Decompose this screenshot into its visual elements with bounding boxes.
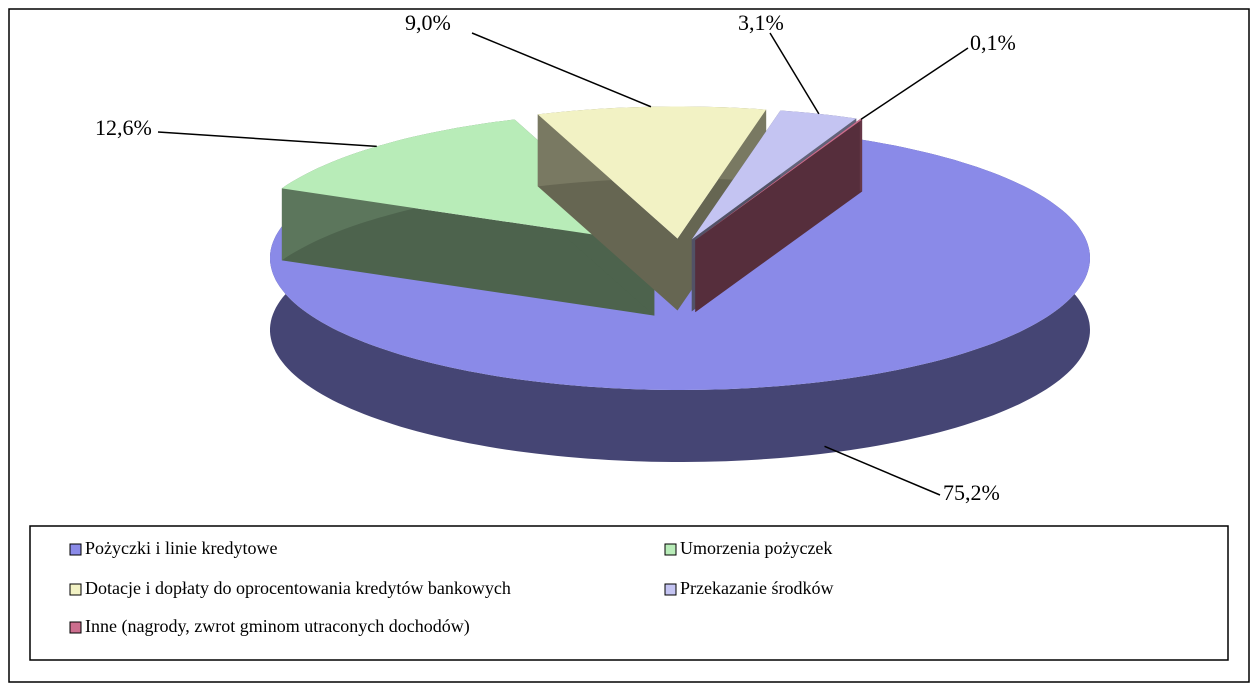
legend-swatch — [69, 583, 82, 596]
leader-line — [824, 445, 941, 496]
leader-line — [860, 47, 969, 120]
slice-outer-wall — [859, 119, 863, 192]
slice-top — [695, 119, 863, 241]
slice-outer-wall — [270, 137, 1090, 462]
pie-slice — [695, 119, 863, 313]
legend-swatch — [664, 543, 677, 556]
legend-swatch — [664, 583, 677, 596]
legend-label: Dotacje i dopłaty do oprocentowania kred… — [85, 578, 511, 598]
data-label: 75,2% — [943, 480, 1000, 505]
data-label: 3,1% — [738, 10, 784, 35]
slice-top — [281, 119, 655, 244]
legend-label: Pożyczki i linie kredytowe — [85, 538, 277, 558]
slice-radial-wall — [695, 119, 863, 313]
slice-top — [691, 110, 857, 240]
legend-box — [29, 525, 1229, 661]
data-label: 9,0% — [405, 10, 451, 35]
slice-top — [537, 106, 767, 239]
leader-line — [769, 32, 820, 115]
legend-label: Inne (nagrody, zwrot gminom utraconych d… — [85, 616, 470, 637]
leader-line — [471, 32, 652, 108]
leader-line — [157, 131, 377, 148]
pie-slice — [537, 106, 767, 311]
slice-radial-wall — [281, 188, 655, 316]
data-label: 0,1% — [970, 30, 1016, 55]
legend-swatch — [69, 543, 82, 556]
data-label: 12,6% — [95, 115, 152, 140]
legend-label: Przekazanie środków — [680, 578, 833, 598]
legend-swatch — [69, 621, 82, 634]
legend-label: Umorzenia pożyczek — [680, 538, 832, 558]
